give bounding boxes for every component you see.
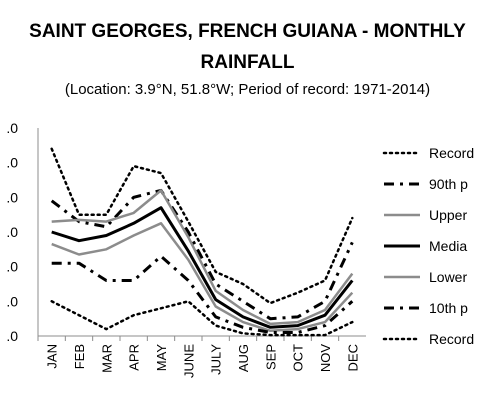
chart-title-line-2: RAINFALL [200, 52, 295, 73]
series-line-0 [50, 147, 354, 305]
y-tick-label: .0 [6, 259, 18, 275]
y-tick-label: .0 [6, 293, 18, 309]
series-line-3 [51, 206, 354, 329]
x-tick-label: FEB [72, 344, 87, 369]
legend-label: Upper [429, 207, 467, 223]
series-line-1 [50, 188, 354, 321]
series-line-4 [51, 222, 354, 333]
legend-label: Record [429, 145, 474, 161]
legend-label: 10th p [429, 300, 468, 316]
x-tick-label: AUG [236, 344, 251, 372]
chart-title-line-1: SAINT GEORGES, FRENCH GUIANA - MONTHLY [29, 21, 466, 42]
x-tick-label: DEC [345, 344, 360, 371]
y-tick-label: .0 [6, 120, 18, 136]
x-tick-label: MAY [154, 344, 169, 372]
x-tick-label: SEP [263, 344, 278, 370]
x-tick-label: MAR [99, 344, 114, 373]
y-tick-label: .0 [6, 224, 18, 240]
legend-label: Record [429, 331, 474, 347]
x-tick-label: OCT [291, 344, 306, 372]
legend-label: 90th p [429, 176, 468, 192]
x-tick-label: APR [127, 344, 142, 371]
x-tick-label: JUNE [181, 344, 196, 378]
series-line-6 [50, 300, 354, 337]
legend-label: Lower [429, 269, 467, 285]
y-tick-label: .0 [6, 155, 18, 171]
y-tick-label: .0 [6, 189, 18, 205]
series-line-5 [51, 254, 354, 334]
x-tick-label: JAN [45, 344, 60, 369]
series-line-2 [51, 189, 354, 326]
y-tick-label: .0 [6, 328, 18, 344]
chart-subtitle: (Location: 3.9°N, 51.8°W; Period of reco… [64, 81, 431, 98]
legend-label: Media [429, 238, 467, 254]
x-tick-label: JULY [209, 344, 224, 375]
x-tick-label: NOV [318, 344, 333, 373]
